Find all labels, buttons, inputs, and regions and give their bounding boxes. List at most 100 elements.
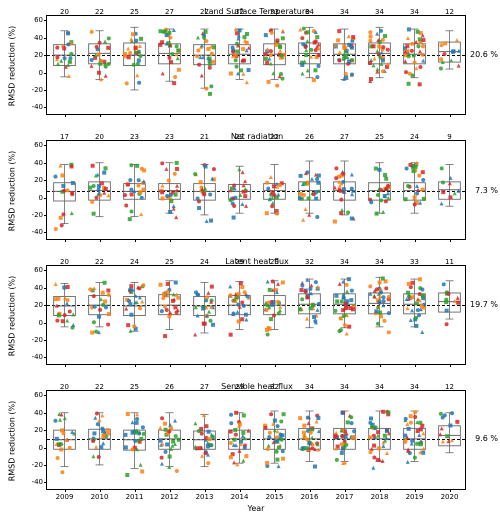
- data-point: [66, 31, 70, 35]
- data-point: [381, 45, 385, 49]
- data-point: [202, 192, 206, 196]
- data-point: [272, 184, 276, 188]
- data-point: [97, 455, 101, 459]
- count-label: 22: [235, 133, 244, 141]
- data-point: [167, 31, 171, 35]
- data-point: [407, 282, 411, 286]
- data-point: [413, 195, 417, 199]
- data-point: [298, 416, 302, 420]
- data-point: [315, 215, 319, 219]
- data-point: [135, 164, 139, 168]
- data-point: [298, 307, 302, 311]
- data-point: [65, 188, 69, 192]
- data-point: [177, 438, 181, 442]
- data-point: [71, 323, 75, 327]
- data-point: [368, 284, 372, 288]
- data-point: [99, 59, 103, 63]
- data-point: [200, 432, 204, 436]
- data-point: [126, 323, 130, 327]
- data-point: [165, 194, 169, 198]
- xtick-label: 2016: [301, 493, 319, 501]
- data-point: [164, 450, 168, 454]
- data-point: [229, 455, 233, 459]
- data-point: [420, 287, 424, 291]
- data-point: [205, 219, 209, 223]
- data-point: [312, 78, 316, 82]
- data-point: [158, 43, 162, 47]
- data-point: [405, 44, 409, 48]
- data-point: [343, 302, 347, 306]
- data-point: [374, 309, 378, 313]
- data-point: [347, 59, 351, 63]
- count-label: 26: [165, 383, 174, 391]
- plot-area: [47, 266, 465, 364]
- data-point: [97, 71, 101, 75]
- data-point: [235, 50, 239, 54]
- data-point: [413, 202, 417, 206]
- data-point: [277, 464, 281, 468]
- data-point: [377, 45, 381, 49]
- data-point: [413, 415, 417, 419]
- data-point: [338, 189, 342, 193]
- data-point: [445, 322, 449, 326]
- xtick-mark: [65, 364, 66, 367]
- data-point: [245, 80, 249, 84]
- data-point: [315, 35, 319, 39]
- count-label: 33: [270, 8, 279, 16]
- data-point: [304, 207, 308, 211]
- data-point: [245, 295, 249, 299]
- data-point: [127, 55, 131, 59]
- data-point: [126, 182, 130, 186]
- data-point: [242, 183, 246, 187]
- data-point: [300, 63, 304, 67]
- data-point: [204, 87, 208, 91]
- data-point: [347, 34, 351, 38]
- ytick: -20: [25, 86, 43, 94]
- data-point: [439, 67, 443, 71]
- data-point: [334, 435, 338, 439]
- data-point: [440, 426, 444, 430]
- data-point: [442, 52, 446, 56]
- data-point: [315, 177, 319, 181]
- data-point: [281, 457, 285, 461]
- data-point: [174, 281, 178, 285]
- count-label: 27: [165, 8, 174, 16]
- data-point: [346, 210, 350, 214]
- data-point: [90, 200, 94, 204]
- data-point: [197, 206, 201, 210]
- data-point: [63, 56, 67, 60]
- data-point: [90, 58, 94, 62]
- data-point: [418, 37, 422, 41]
- data-point: [140, 469, 144, 473]
- data-point: [126, 412, 130, 416]
- data-point: [106, 288, 110, 292]
- ylabel: RMSD reduction (%): [8, 401, 17, 482]
- data-point: [175, 161, 179, 165]
- data-point: [387, 330, 391, 334]
- data-point: [415, 184, 419, 188]
- ytick: -40: [25, 353, 43, 361]
- count-label: 20: [60, 383, 69, 391]
- data-point: [167, 56, 171, 60]
- xtick-mark: [170, 114, 171, 117]
- data-point: [200, 73, 204, 77]
- data-point: [347, 325, 351, 329]
- data-point: [421, 188, 425, 192]
- data-point: [244, 313, 248, 317]
- data-point: [106, 432, 110, 436]
- data-point: [349, 415, 353, 419]
- count-label: 34: [410, 383, 419, 391]
- data-point: [381, 277, 385, 281]
- data-point: [407, 27, 411, 31]
- data-point: [447, 439, 451, 443]
- data-point: [416, 188, 420, 192]
- data-point: [275, 84, 279, 88]
- data-point: [453, 191, 457, 195]
- data-point: [172, 81, 176, 85]
- data-point: [193, 172, 197, 176]
- data-point: [161, 196, 165, 200]
- data-point: [107, 312, 111, 316]
- count-label: 34: [375, 383, 384, 391]
- data-point: [383, 434, 387, 438]
- data-point: [270, 303, 274, 307]
